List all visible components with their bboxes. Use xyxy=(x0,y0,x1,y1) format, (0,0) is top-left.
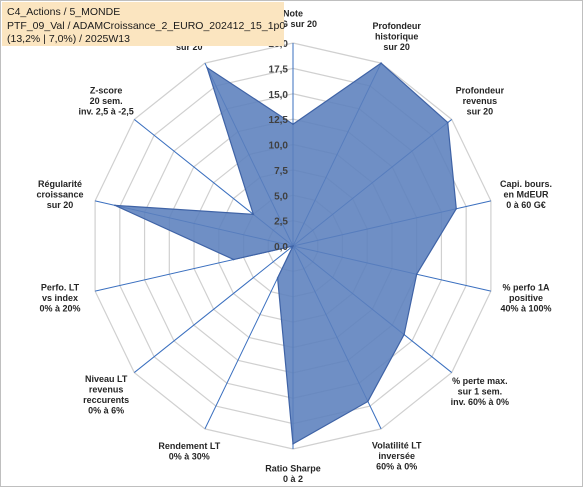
data-point-6 xyxy=(367,400,369,403)
axis-label-line: 0% à 20% xyxy=(39,304,80,314)
data-point-3 xyxy=(455,207,458,210)
axis-label-line: inv. 60% à 0% xyxy=(451,397,509,407)
axis-label-line: Capi. bours. xyxy=(500,179,552,189)
axis-label-line: inversée xyxy=(378,451,415,461)
axis-label-line: sur 20 xyxy=(176,42,203,52)
tick-label: 7,5 xyxy=(274,166,288,177)
axis-label-line: sur 1 sem. xyxy=(458,386,503,396)
tick-label: 2,5 xyxy=(274,217,288,228)
axis-label-line: 0 à 2 xyxy=(283,474,303,484)
axis-label-5: % perte max.sur 1 sem.inv. 60% à 0% xyxy=(451,376,509,407)
axis-label-line: Régularité xyxy=(38,179,82,189)
axis-label-line: Niveau LT xyxy=(85,374,128,384)
axis-label-line: ESG sur 20 xyxy=(269,19,317,29)
tick-label: 17,5 xyxy=(269,64,289,75)
axis-label-line: sur 20 xyxy=(383,42,410,52)
tick-label: 12,5 xyxy=(269,115,289,126)
axis-label-line: 0% à 30% xyxy=(169,452,210,462)
data-point-8 xyxy=(276,277,279,279)
axis-label-line: Ratio Sharpe xyxy=(265,464,321,474)
data-point-2 xyxy=(446,121,449,124)
axis-label-line: % perfo 1A xyxy=(502,283,550,293)
axis-label-line: Rendement LT xyxy=(158,441,220,451)
axis-label-line: positive xyxy=(509,293,543,303)
spoke-9 xyxy=(133,245,294,373)
axis-label-line: Profondeur xyxy=(456,86,505,96)
tick-label: 5,0 xyxy=(274,191,288,202)
title-line-2: PTF_09_Val / ADAMCroissance_2_EURO_20241… xyxy=(7,19,286,32)
tick-label: 10,0 xyxy=(269,141,289,152)
axis-label-line: Profondeur xyxy=(372,21,421,31)
axis-label-line: 40% à 100% xyxy=(500,304,551,314)
data-point-5 xyxy=(403,333,405,336)
data-point-13 xyxy=(206,66,208,69)
axis-label-line: sur 20 xyxy=(467,107,494,117)
data-point-11 xyxy=(114,204,116,207)
tick-label: 15,0 xyxy=(269,90,289,101)
data-point-7 xyxy=(292,443,294,445)
axis-label-line: Perfo. LT xyxy=(41,283,80,293)
title-line-1: C4_Actions / 5_MONDE xyxy=(7,6,121,18)
axis-label-line: 0 à 60 G€ xyxy=(506,200,546,210)
axis-label-line: Volatilité LT xyxy=(372,441,422,451)
axis-label-line: croissance xyxy=(36,190,83,200)
chart-title-box: C4_Actions / 5_MONDE PTF_09_Val / ADAMCr… xyxy=(2,2,286,46)
tick-label: 0,0 xyxy=(274,242,288,253)
data-point-0 xyxy=(292,123,294,125)
data-point-1 xyxy=(380,62,382,64)
title-line-3: (13,2% | 7,0%) / 2025W13 xyxy=(7,33,130,45)
data-point-12 xyxy=(252,213,255,216)
axis-label-line: vs index xyxy=(42,293,78,303)
axis-label-line: 20 sem. xyxy=(90,96,123,106)
data-point-10 xyxy=(232,258,235,261)
axis-label-8: Rendement LT0% à 30% xyxy=(158,441,220,462)
axis-label-line: 60% à 0% xyxy=(376,462,417,472)
axis-label-line: 0% à 6% xyxy=(88,406,124,416)
axis-label-line: historique xyxy=(375,32,419,42)
axis-label-line: sur 20 xyxy=(47,200,74,210)
radar-series xyxy=(114,62,458,445)
axis-label-line: Note xyxy=(283,9,303,19)
axis-label-line: reccurents xyxy=(83,395,129,405)
axis-label-line: inv. 2,5 à -2,5 xyxy=(78,107,133,117)
axis-label-line: % perte max. xyxy=(452,376,508,386)
data-point-4 xyxy=(415,273,418,276)
axis-label-line: revenus xyxy=(463,96,498,106)
axis-label-line: revenus xyxy=(89,385,124,395)
axis-label-line: Z-score xyxy=(90,86,123,96)
data-point-9 xyxy=(292,245,294,247)
axis-label-line: en MdEUR xyxy=(504,190,550,200)
